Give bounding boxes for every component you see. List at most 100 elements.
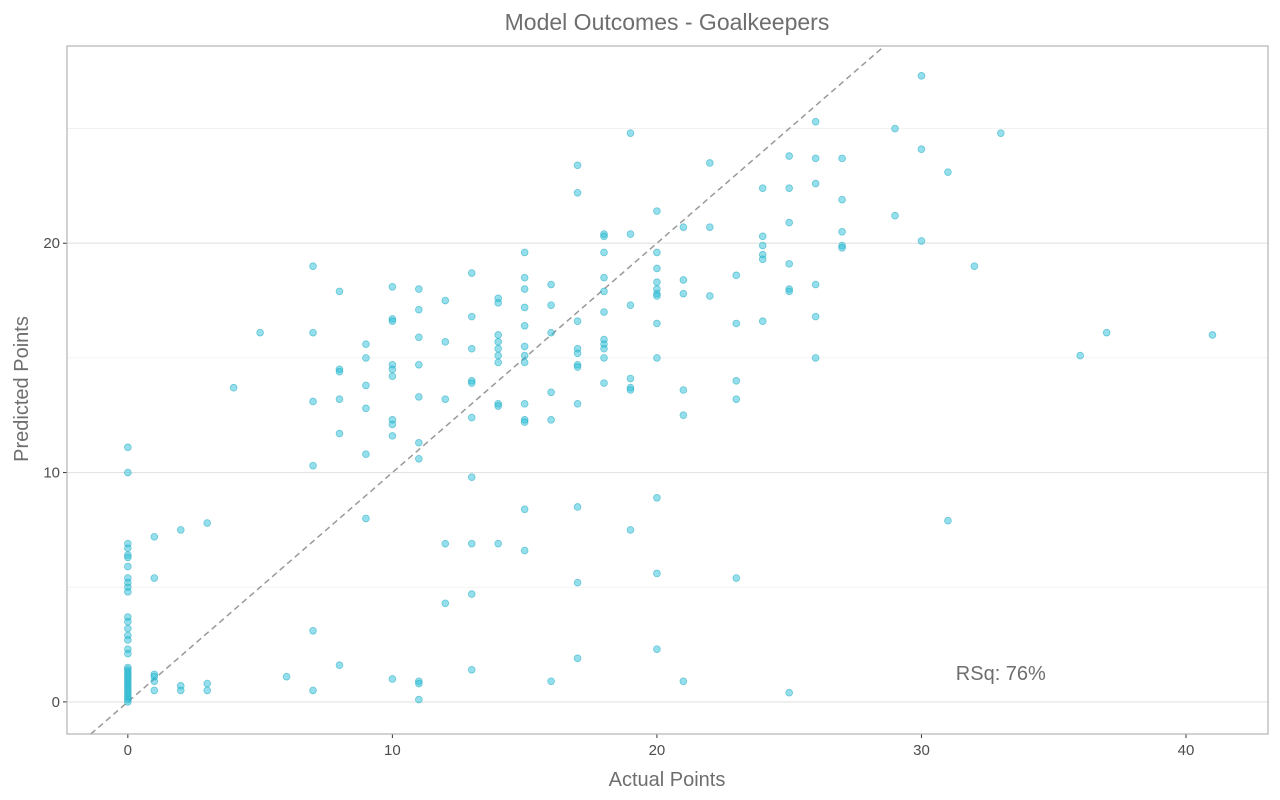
data-point (521, 352, 528, 359)
data-point (468, 414, 475, 421)
data-point (124, 698, 131, 705)
data-point (495, 299, 502, 306)
data-point (124, 637, 131, 644)
data-point (363, 341, 370, 348)
data-point (548, 416, 555, 423)
data-point (654, 354, 661, 361)
data-point (521, 286, 528, 293)
x-tick-label: 40 (1178, 742, 1195, 759)
data-point (468, 313, 475, 320)
data-point (627, 302, 634, 309)
data-point (548, 389, 555, 396)
data-point (786, 185, 793, 192)
data-point (521, 274, 528, 281)
data-point (574, 162, 581, 169)
data-point (521, 506, 528, 513)
data-point (839, 228, 846, 235)
data-point (680, 678, 687, 685)
data-point (839, 196, 846, 203)
data-point (363, 515, 370, 522)
data-point (918, 146, 925, 153)
data-point (759, 256, 766, 263)
data-point (654, 279, 661, 286)
data-point (786, 288, 793, 295)
data-point (495, 540, 502, 547)
data-point (548, 329, 555, 336)
data-point (733, 377, 740, 384)
data-point (786, 689, 793, 696)
data-point (759, 242, 766, 249)
data-point (521, 547, 528, 554)
data-point (654, 570, 661, 577)
data-point (574, 350, 581, 357)
data-point (124, 650, 131, 657)
data-point (336, 430, 343, 437)
data-point (204, 520, 211, 527)
plot-panel-border (67, 46, 1268, 734)
data-point (654, 208, 661, 215)
data-point (627, 526, 634, 533)
data-point (283, 673, 290, 680)
data-point (124, 563, 131, 570)
data-point (680, 412, 687, 419)
data-point (336, 368, 343, 375)
data-point (733, 272, 740, 279)
data-points (124, 72, 1215, 705)
data-point (468, 270, 475, 277)
data-point (124, 444, 131, 451)
data-point (310, 462, 317, 469)
data-point (389, 421, 396, 428)
data-point (310, 687, 317, 694)
data-point (654, 494, 661, 501)
data-point (151, 575, 158, 582)
x-tick-label: 30 (913, 742, 930, 759)
data-point (733, 320, 740, 327)
reference-line-layer (91, 46, 885, 734)
data-point (415, 286, 422, 293)
chart-title: Model Outcomes - Goalkeepers (505, 9, 830, 35)
y-tick-label: 0 (52, 694, 60, 711)
data-point (415, 696, 422, 703)
x-tick-label: 10 (384, 742, 401, 759)
data-point (918, 72, 925, 79)
data-point (468, 474, 475, 481)
data-point (389, 373, 396, 380)
data-point (548, 302, 555, 309)
data-point (363, 405, 370, 412)
data-point (601, 249, 608, 256)
data-point (310, 627, 317, 634)
data-point (468, 540, 475, 547)
x-tick-label: 20 (649, 742, 666, 759)
reference-line (91, 46, 885, 734)
data-point (468, 591, 475, 598)
data-point (812, 118, 819, 125)
data-point (124, 625, 131, 632)
data-point (601, 274, 608, 281)
data-point (204, 687, 211, 694)
data-point (654, 265, 661, 272)
data-point (759, 233, 766, 240)
data-point (945, 517, 952, 524)
y-tick-label: 20 (43, 235, 60, 252)
data-point (389, 318, 396, 325)
data-point (151, 678, 158, 685)
data-point (971, 263, 978, 270)
data-point (680, 290, 687, 297)
data-point (601, 309, 608, 316)
data-point (389, 676, 396, 683)
data-point (177, 526, 184, 533)
data-point (812, 155, 819, 162)
data-point (177, 687, 184, 694)
data-point (415, 455, 422, 462)
data-point (415, 439, 422, 446)
data-point (363, 354, 370, 361)
data-point (812, 281, 819, 288)
data-point (415, 680, 422, 687)
data-point (415, 306, 422, 313)
data-point (310, 398, 317, 405)
data-point (654, 646, 661, 653)
data-point (124, 554, 131, 561)
data-point (442, 600, 449, 607)
data-point (124, 469, 131, 476)
data-point (574, 189, 581, 196)
